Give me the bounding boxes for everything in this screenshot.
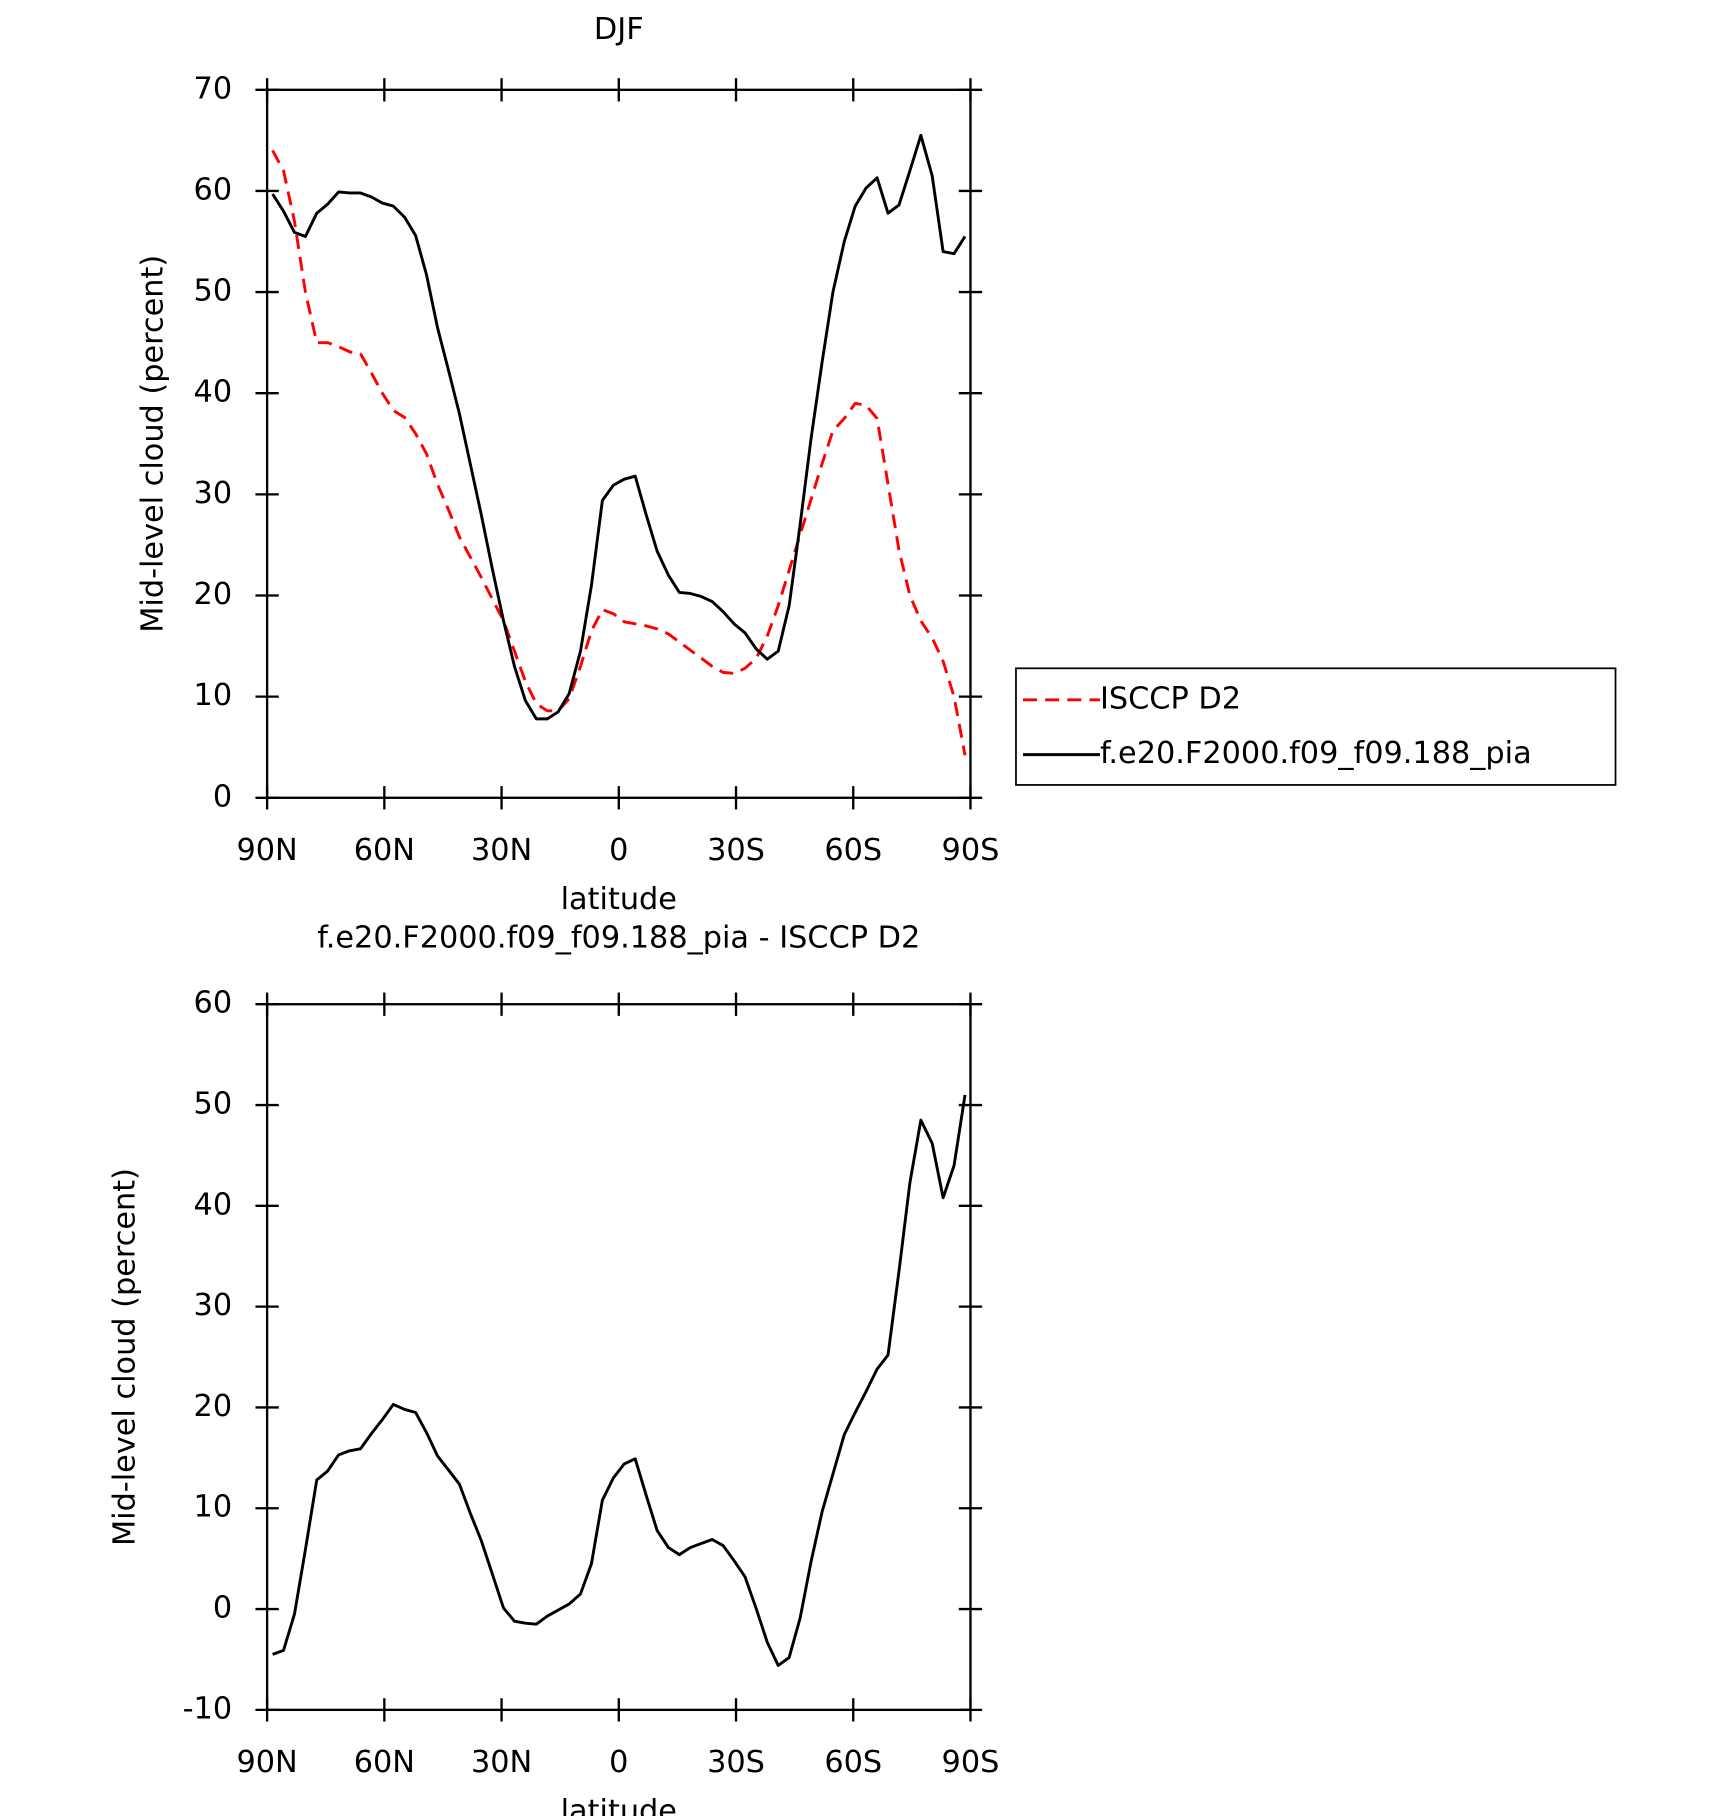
data-line	[271, 149, 967, 756]
y-tick-label: 30	[194, 1288, 233, 1323]
chart-title: DJF	[594, 12, 644, 47]
x-tick-label: 0	[609, 833, 628, 868]
y-tick-label: 40	[194, 375, 233, 410]
y-tick-label: 10	[194, 1490, 233, 1525]
y-tick-label: -10	[183, 1691, 233, 1726]
y-tick-label: 60	[194, 986, 233, 1021]
x-axis-label: latitude	[561, 882, 677, 917]
x-tick-label: 30N	[471, 1745, 532, 1780]
y-tick-label: 50	[194, 274, 233, 309]
x-tick-label: 90S	[942, 1745, 1000, 1780]
y-axis-label: Mid-level cloud (percent)	[135, 255, 170, 633]
chart-title: f.e20.F2000.f09_f09.188_pia - ISCCP D2	[317, 920, 920, 955]
y-tick-label: 0	[213, 779, 232, 814]
data-line	[271, 133, 967, 721]
y-tick-label: 0	[213, 1591, 232, 1626]
y-tick-label: 60	[194, 172, 233, 207]
x-tick-label: 30S	[707, 833, 765, 868]
x-axis-label: latitude	[561, 1794, 677, 1816]
y-tick-label: 70	[194, 71, 233, 106]
y-axis-label: Mid-level cloud (percent)	[107, 1168, 142, 1546]
legend-label: ISCCP D2	[1100, 681, 1241, 716]
x-tick-label: 90N	[236, 1745, 297, 1780]
data-line	[272, 1094, 967, 1667]
x-tick-label: 90N	[236, 833, 297, 868]
x-tick-label: 30S	[707, 1745, 765, 1780]
x-tick-label: 60S	[824, 1745, 882, 1780]
plot-frame	[265, 1003, 972, 1712]
y-tick-label: 20	[194, 577, 233, 612]
x-tick-label: 30N	[471, 833, 532, 868]
y-tick-label: 40	[194, 1187, 233, 1222]
legend-label: f.e20.F2000.f09_f09.188_pia	[1100, 736, 1532, 771]
x-tick-label: 90S	[942, 833, 1000, 868]
y-tick-label: 30	[194, 476, 233, 511]
y-tick-label: 10	[194, 678, 233, 713]
x-tick-label: 60N	[354, 1745, 415, 1780]
plot-frame	[265, 88, 972, 799]
x-tick-label: 60S	[824, 833, 882, 868]
y-tick-label: 50	[194, 1087, 233, 1122]
y-tick-label: 20	[194, 1389, 233, 1424]
x-tick-label: 0	[609, 1745, 628, 1780]
x-tick-label: 60N	[354, 833, 415, 868]
legend-box	[1015, 667, 1617, 786]
